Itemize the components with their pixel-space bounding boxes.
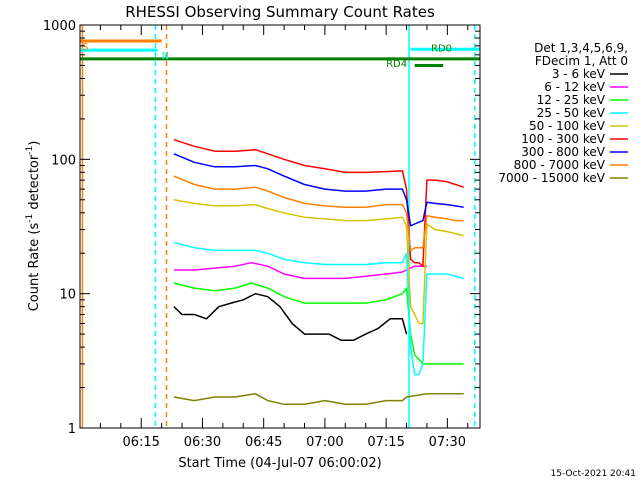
series-line	[173, 138, 464, 267]
x-tick-label: 06:45	[245, 435, 282, 450]
footer-date: 15-Oct-2021 20:41	[551, 469, 636, 479]
legend-label: 25 - 50 keV	[537, 106, 606, 120]
series-line	[173, 199, 464, 325]
y-tick-label: 10	[59, 288, 76, 303]
y-label-part: Count Rate (s	[27, 223, 42, 312]
y-label-part: )	[27, 141, 42, 146]
series-line	[173, 292, 408, 342]
y-label-sup: -1	[25, 146, 35, 155]
y-tick-label: 100	[51, 153, 76, 168]
series-line	[173, 282, 464, 365]
chart-title: RHESSI Observing Summary Count Rates	[125, 3, 435, 21]
flag-annotation: S	[82, 42, 88, 53]
x-tick-label: 06:15	[122, 435, 159, 450]
legend-label: 300 - 800 keV	[521, 145, 605, 159]
x-axis: 06:15 06:30 06:45 07:00 07:15 07:30	[99, 25, 469, 450]
legend-label: 3 - 6 keV	[552, 67, 606, 81]
series-line	[173, 392, 464, 406]
legend-label: 7000 - 15000 keV	[498, 171, 605, 185]
y-tick-label: 1000	[43, 19, 76, 34]
series-line	[173, 153, 464, 227]
flag-annotation: RD4	[386, 59, 407, 70]
y-label-sup: -1	[25, 214, 35, 223]
plot-frame	[79, 24, 481, 429]
series-line	[173, 175, 464, 252]
plot-area: S N RD4 RD0	[80, 25, 480, 428]
y-axis-label: Count Rate (s-1 detector-1)	[25, 141, 42, 312]
flag-annotation: N	[162, 51, 169, 62]
x-tick-label: 07:00	[306, 435, 343, 450]
x-tick-label: 06:30	[184, 435, 221, 450]
legend-label: 800 - 7000 keV	[514, 158, 606, 172]
legend-label: 12 - 25 keV	[537, 93, 606, 107]
legend-header-line: Det 1,3,4,5,6,9,	[534, 41, 628, 55]
flag-annotation: RD0	[431, 43, 452, 54]
legend-label: 6 - 12 keV	[544, 80, 606, 94]
series-line	[173, 261, 427, 280]
y-axis: 1 10 100 1000	[43, 19, 480, 437]
x-tick-label: 07:15	[367, 435, 404, 450]
y-label-part: detector	[27, 154, 42, 214]
series-line	[173, 241, 464, 376]
legend: Det 1,3,4,5,6,9, FDecim 1, Att 0 3 - 6 k…	[498, 41, 628, 185]
legend-label: 100 - 300 keV	[521, 132, 605, 146]
x-tick-label: 07:30	[429, 435, 466, 450]
legend-label: 50 - 100 keV	[529, 119, 606, 133]
y-tick-label: 1	[68, 422, 76, 437]
legend-header-line: FDecim 1, Att 0	[535, 54, 628, 68]
x-axis-label: Start Time (04-Jul-07 06:00:02)	[178, 456, 381, 471]
